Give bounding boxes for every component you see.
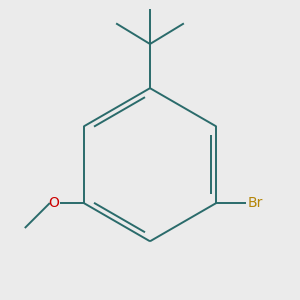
Text: O: O (48, 196, 59, 210)
Text: Br: Br (247, 196, 262, 210)
